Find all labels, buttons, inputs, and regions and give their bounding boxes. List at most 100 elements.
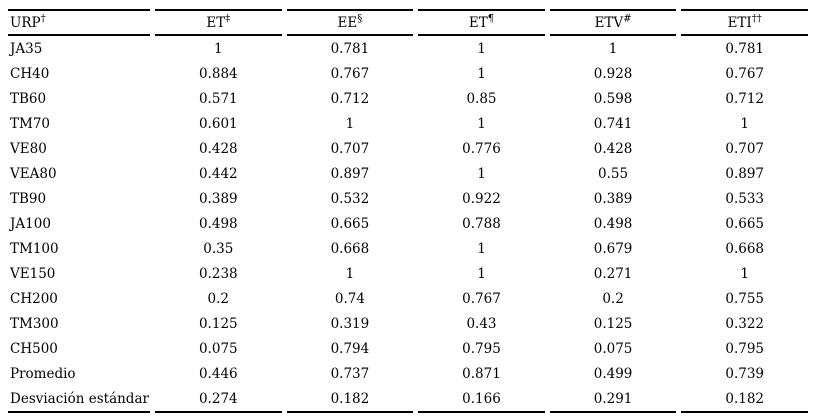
cell-value: 0.85	[466, 90, 497, 107]
cell-value: 0.767	[462, 290, 501, 307]
cell-value: 0.767	[330, 65, 370, 82]
table-row: TM300 0.125 0.319 0.43 0.125 0.322	[8, 311, 808, 336]
cell-value: 0.788	[462, 215, 501, 232]
cell-value: 0.075	[198, 340, 238, 357]
column-header-eti: ETI††	[681, 9, 808, 36]
cell-value: 0.741	[593, 115, 633, 132]
cell-value: 0.2	[602, 290, 624, 307]
footnote-marker: ¶	[487, 13, 495, 24]
row-label: VE80	[10, 140, 47, 157]
cell-value: 0.182	[681, 386, 808, 413]
column-header-label: ETV	[594, 14, 624, 31]
cell-value: 0.166	[418, 386, 545, 413]
table-row: VE80 0.428 0.707 0.776 0.428 0.707	[8, 136, 808, 161]
cell-value: 0.712	[330, 90, 370, 107]
cell-value: 1	[740, 265, 749, 282]
cell-value: 0.795	[725, 340, 765, 357]
table-row: VEA80 0.442 0.897 1 0.55 0.897	[8, 161, 808, 186]
cell-value: 0.707	[725, 140, 765, 157]
cell-value: 0.442	[198, 165, 238, 182]
cell-value: 0.739	[725, 365, 765, 382]
cell-value: 0.767	[725, 65, 765, 82]
cell-value: 0.665	[725, 215, 765, 232]
cell-value: 0.897	[725, 165, 765, 182]
row-label: TM70	[10, 115, 51, 132]
column-header-label: ET	[468, 14, 488, 31]
cell-value: 0.598	[593, 90, 633, 107]
column-header-label: EE	[337, 14, 358, 31]
cell-value: 0.871	[462, 365, 501, 382]
table-row: JA35 1 0.781 1 1 0.781	[8, 36, 808, 61]
row-label: CH40	[10, 65, 50, 82]
cell-value: 0.74	[334, 290, 365, 307]
cell-value: 1	[477, 165, 486, 182]
table-row: CH40 0.884 0.767 1 0.928 0.767	[8, 61, 808, 86]
column-header-ee: EE§	[286, 9, 414, 36]
row-label: VEA80	[10, 165, 57, 182]
row-label: CH500	[10, 340, 58, 357]
row-label: Promedio	[10, 365, 76, 382]
cell-value: 0.668	[330, 240, 370, 257]
cell-value: 0.446	[198, 365, 238, 382]
cell-value: 1	[477, 115, 486, 132]
row-label: TM300	[10, 315, 59, 332]
cell-value: 0.776	[462, 140, 501, 157]
cell-value: 0.571	[198, 90, 238, 107]
column-header-et2: ET¶	[418, 9, 545, 36]
table-row: Desviación estándar 0.274 0.182 0.166 0.291 0…	[8, 386, 808, 413]
table-row: TM100 0.35 0.668 1 0.679 0.668	[8, 236, 808, 261]
footnote-marker: §	[357, 13, 363, 24]
cell-value: 0.2	[207, 290, 230, 307]
cell-value: 0.795	[462, 340, 501, 357]
cell-value: 0.389	[593, 190, 633, 207]
cell-value: 0.238	[198, 265, 238, 282]
row-label: TB60	[10, 90, 47, 107]
cell-value: 0.884	[198, 65, 238, 82]
footnote-marker: ‡	[225, 13, 231, 24]
table-row: TB90 0.389 0.532 0.922 0.389 0.533	[8, 186, 808, 211]
cell-value: 0.668	[725, 240, 765, 257]
cell-value: 0.498	[593, 215, 633, 232]
table-row: TB60 0.571 0.712 0.85 0.598 0.712	[8, 86, 808, 111]
footnote-marker: #	[623, 13, 632, 24]
cell-value: 0.755	[725, 290, 765, 307]
cell-value: 0.712	[725, 90, 765, 107]
cell-value: 0.794	[330, 340, 370, 357]
row-label: TB90	[10, 190, 47, 207]
cell-value: 1	[345, 265, 355, 282]
cell-value: 1	[477, 265, 486, 282]
cell-value: 0.428	[593, 140, 633, 157]
row-label: JA100	[10, 215, 51, 232]
column-header-etv: ETV#	[549, 9, 677, 36]
cell-value: 0.271	[593, 265, 633, 282]
cell-value: 0.322	[725, 315, 765, 332]
column-header-et1: ET‡	[155, 9, 282, 36]
cell-value: 0.125	[198, 315, 238, 332]
cell-value: 1	[477, 65, 486, 82]
header-row: URP† ET‡ EE§ ET¶ ETV# ETI††	[8, 9, 808, 36]
cell-value: 1	[477, 40, 486, 57]
cell-value: 0.601	[198, 115, 238, 132]
cell-value: 0.897	[330, 165, 370, 182]
table-row: Promedio 0.446 0.737 0.871 0.499 0.739	[8, 361, 808, 386]
cell-value: 0.319	[330, 315, 370, 332]
row-label: JA35	[10, 40, 43, 57]
table-row: CH500 0.075 0.794 0.795 0.075 0.795	[8, 336, 808, 361]
cell-value: 0.665	[330, 215, 370, 232]
table-header: URP† ET‡ EE§ ET¶ ETV# ETI††	[8, 9, 808, 36]
cell-value: 0.55	[598, 165, 629, 182]
cell-value: 1	[214, 40, 223, 57]
cell-value: 0.928	[593, 65, 633, 82]
cell-value: 0.737	[330, 365, 370, 382]
table-row: TM70 0.601 1 1 0.741 1	[8, 111, 808, 136]
column-header-label: ET	[206, 14, 226, 31]
row-label: CH200	[10, 290, 58, 307]
cell-value: 0.498	[198, 215, 238, 232]
cell-value: 0.075	[593, 340, 633, 357]
table-row: CH200 0.2 0.74 0.767 0.2 0.755	[8, 286, 808, 311]
cell-value: 1	[740, 115, 749, 132]
cell-value: 0.389	[198, 190, 238, 207]
cell-value: 0.533	[725, 190, 765, 207]
row-label: TM100	[10, 240, 59, 257]
